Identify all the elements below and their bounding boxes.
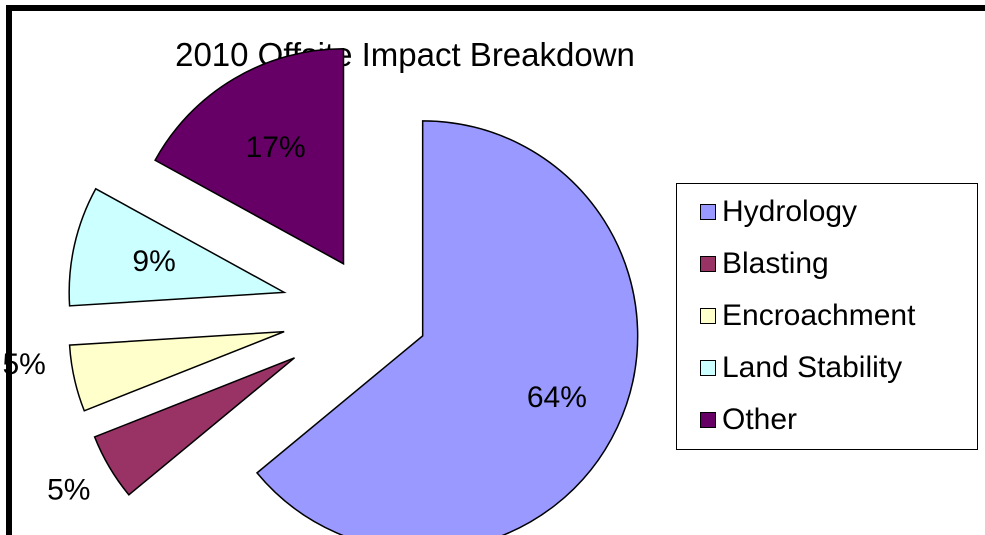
legend-item-other: Other (700, 400, 797, 440)
legend-label-encroachment: Encroachment (722, 299, 916, 332)
legend-swatch-blasting (700, 256, 716, 272)
legend-swatch-other (700, 412, 716, 428)
legend-item-blasting: Blasting (700, 244, 829, 284)
legend-swatch-hydrology (700, 204, 716, 220)
legend-label-land-stability: Land Stability (722, 351, 903, 384)
pie-label-land-stability: 9% (132, 245, 175, 278)
pie-label-other: 17% (246, 131, 306, 164)
legend-item-land-stability: Land Stability (700, 348, 902, 388)
pie-slice-encroachment (68, 330, 285, 412)
legend-label-blasting: Blasting (722, 247, 829, 280)
legend-label-other: Other (722, 403, 798, 436)
pie-slice-other (154, 48, 345, 266)
pie-label-hydrology: 64% (527, 381, 587, 414)
legend-item-encroachment: Encroachment (700, 296, 915, 336)
legend-swatch-land-stability (700, 360, 716, 376)
pie-slice-blasting (93, 357, 296, 496)
chart-title: 2010 Offsite Impact Breakdown (175, 36, 635, 73)
pie-label-encroachment: 5% (2, 348, 45, 381)
legend-item-hydrology: Hydrology (700, 192, 857, 232)
pie-label-blasting: 5% (47, 473, 90, 506)
pie-slice-land-stability (68, 187, 287, 307)
legend-label-hydrology: Hydrology (722, 195, 858, 228)
pie-slice-hydrology (255, 120, 639, 535)
chart-legend: Hydrology Blasting Encroachment Land Sta… (676, 183, 978, 450)
legend-swatch-encroachment (700, 308, 716, 324)
